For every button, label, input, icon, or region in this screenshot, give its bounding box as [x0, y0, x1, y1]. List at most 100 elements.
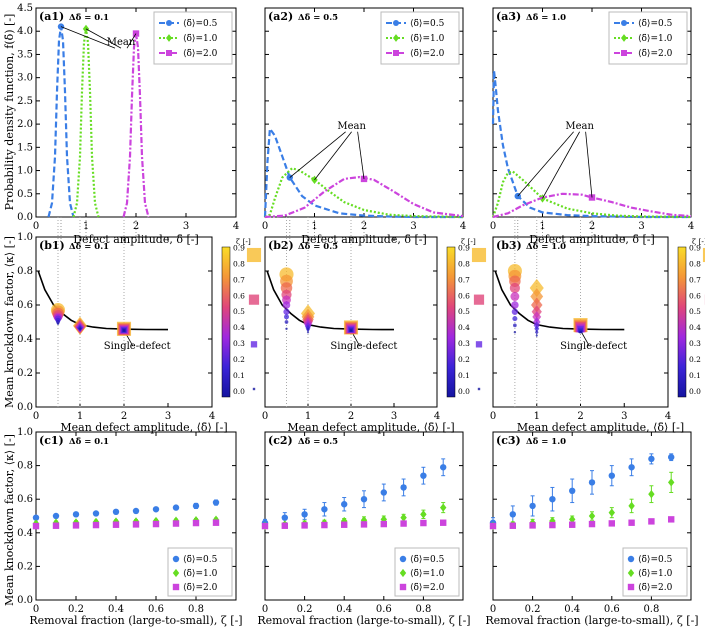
x-tick-label: 0.4 [336, 604, 352, 615]
data-point [628, 464, 635, 471]
pdf-line-1 [72, 28, 100, 218]
zeta-point [579, 331, 582, 334]
data-point [588, 520, 596, 528]
panel-label: (b1) [39, 239, 65, 252]
legend-label: ⟨δ̄⟩=0.5 [183, 19, 218, 29]
data-point [212, 519, 220, 526]
panel-label: (c1) [39, 434, 64, 447]
colorbar-tick: 0.4 [233, 323, 245, 332]
colorbar-tick: 0.7 [689, 275, 701, 284]
data-point [608, 508, 615, 517]
x-tick-label: 1 [305, 411, 311, 422]
y-tick-label: 0.5 [17, 189, 33, 200]
legend-marker [621, 50, 627, 56]
annotation-arrow [85, 28, 122, 49]
colorbar-tick: 0.3 [458, 339, 470, 348]
legend-label: ⟨δ̄⟩=2.0 [410, 49, 445, 59]
panel-c3: 0 0.2 0.4 0.6 0.8 (c3) Δδ̄ = 1.0 Removal fracti… [485, 431, 699, 627]
panel-c1: 0 0.2 0.4 0.6 0.8 0.0 0.2 0.4 0.6 0.8 1.0 (c1) Δδ̄ =… [17, 427, 243, 627]
pdf-line-1 [264, 166, 464, 219]
data-point [32, 514, 40, 521]
row2-ylabel: Mean knockdown factor, ⟨κ⟩ [-] [3, 236, 16, 408]
zeta-point [284, 320, 289, 324]
x-tick-label: 4 [460, 221, 466, 232]
data-point [301, 511, 308, 518]
x-axis-label: Removal fraction (large-to-small), ζ [-] [29, 614, 242, 627]
colorbar [677, 246, 687, 398]
data-point [321, 521, 328, 529]
x-tick-label: 1 [77, 411, 83, 422]
colorbar-tick: 0.0 [689, 387, 701, 396]
colorbar-tick: 0.2 [458, 355, 470, 364]
panel-delta: Δδ̄ = 0.5 [298, 437, 338, 447]
colorbar-tick: 0.4 [458, 323, 470, 332]
y-tick-label: 0.4 [17, 528, 33, 539]
pdf-line-2 [122, 33, 150, 218]
y-tick-label: 0.2 [17, 368, 33, 379]
annotation-arrow [126, 33, 137, 49]
data-point [112, 508, 120, 515]
pdf-line-2 [492, 192, 692, 219]
y-tick-label: 4.0 [17, 26, 33, 37]
data-point [112, 521, 120, 528]
plot-frame [264, 431, 464, 601]
colorbar-tick: 0.5 [689, 307, 701, 316]
data-point [588, 511, 596, 521]
x-axis-label: Defect amplitude, δ̄ [-] [529, 233, 655, 246]
x-tick-label: 0 [33, 604, 39, 615]
x-tick-label: 0.6 [604, 604, 620, 615]
legend-marker [621, 20, 627, 26]
colorbar-tick: 0.9 [458, 243, 470, 252]
legend-marker [166, 50, 172, 56]
size-legend-marker [473, 294, 485, 305]
zeta-point [531, 297, 543, 313]
single-defect-label: Single-defect [560, 341, 627, 352]
panel-b1: 0 1 2 3 4 0.0 0.2 0.4 0.6 0.8 1.0 (b1) Δδ̄ = 0.1 Mean… [17, 217, 262, 434]
legend-marker [172, 583, 180, 591]
data-point [72, 522, 80, 529]
legend-label: ⟨δ̄⟩=0.5 [638, 555, 673, 565]
zeta-point [532, 311, 542, 323]
zeta-point [284, 314, 289, 320]
colorbar-tick: 0.8 [458, 259, 470, 268]
colorbar-tick: 0.6 [458, 291, 470, 300]
pdf-line-1 [491, 170, 692, 219]
annotation-arrow [289, 131, 346, 178]
y-tick-label: 1.0 [17, 427, 33, 438]
x-tick-label: 4 [434, 411, 440, 422]
x-tick-label: 0.4 [108, 604, 124, 615]
y-tick-label: 0.8 [17, 461, 33, 472]
colorbar-tick: 0.2 [233, 355, 245, 364]
size-legend-marker [246, 247, 262, 263]
legend-marker [399, 568, 407, 578]
y-tick-label: 1.0 [17, 166, 33, 177]
x-axis-label: Defect amplitude, δ̄ [-] [301, 233, 427, 246]
colorbar-title: ζ [-] [692, 237, 705, 246]
data-point [132, 507, 140, 515]
panel-b2: 0 1 2 3 4 (b2) Δδ̄ = 0.5 Mean defect amplitude,… [262, 217, 487, 434]
x-tick-label: 0.6 [376, 604, 392, 615]
zeta-point [510, 292, 520, 301]
data-point [420, 519, 427, 527]
mean-annotation: Mean [107, 37, 136, 48]
x-tick-label: 3 [621, 411, 627, 422]
data-point [489, 522, 497, 530]
panel-label: (a2) [268, 10, 293, 23]
zeta-point [56, 322, 60, 325]
y-tick-label: 2.5 [17, 96, 33, 107]
data-point [440, 464, 447, 471]
zeta-point [511, 308, 519, 315]
data-point [529, 522, 536, 529]
colorbar-title: ζ [-] [461, 237, 476, 246]
data-point [420, 472, 427, 479]
legend-marker [172, 555, 180, 563]
size-legend-marker [248, 294, 260, 305]
annotation-arrow [517, 131, 574, 197]
colorbar-tick: 0.5 [458, 307, 470, 316]
panel-delta: Δδ̄ = 0.5 [298, 13, 338, 23]
legend-label: ⟨δ̄⟩=0.5 [183, 555, 218, 565]
x-axis-label: Removal fraction (large-to-small), ζ [-] [485, 614, 698, 627]
x-tick-label: 3 [183, 221, 189, 232]
